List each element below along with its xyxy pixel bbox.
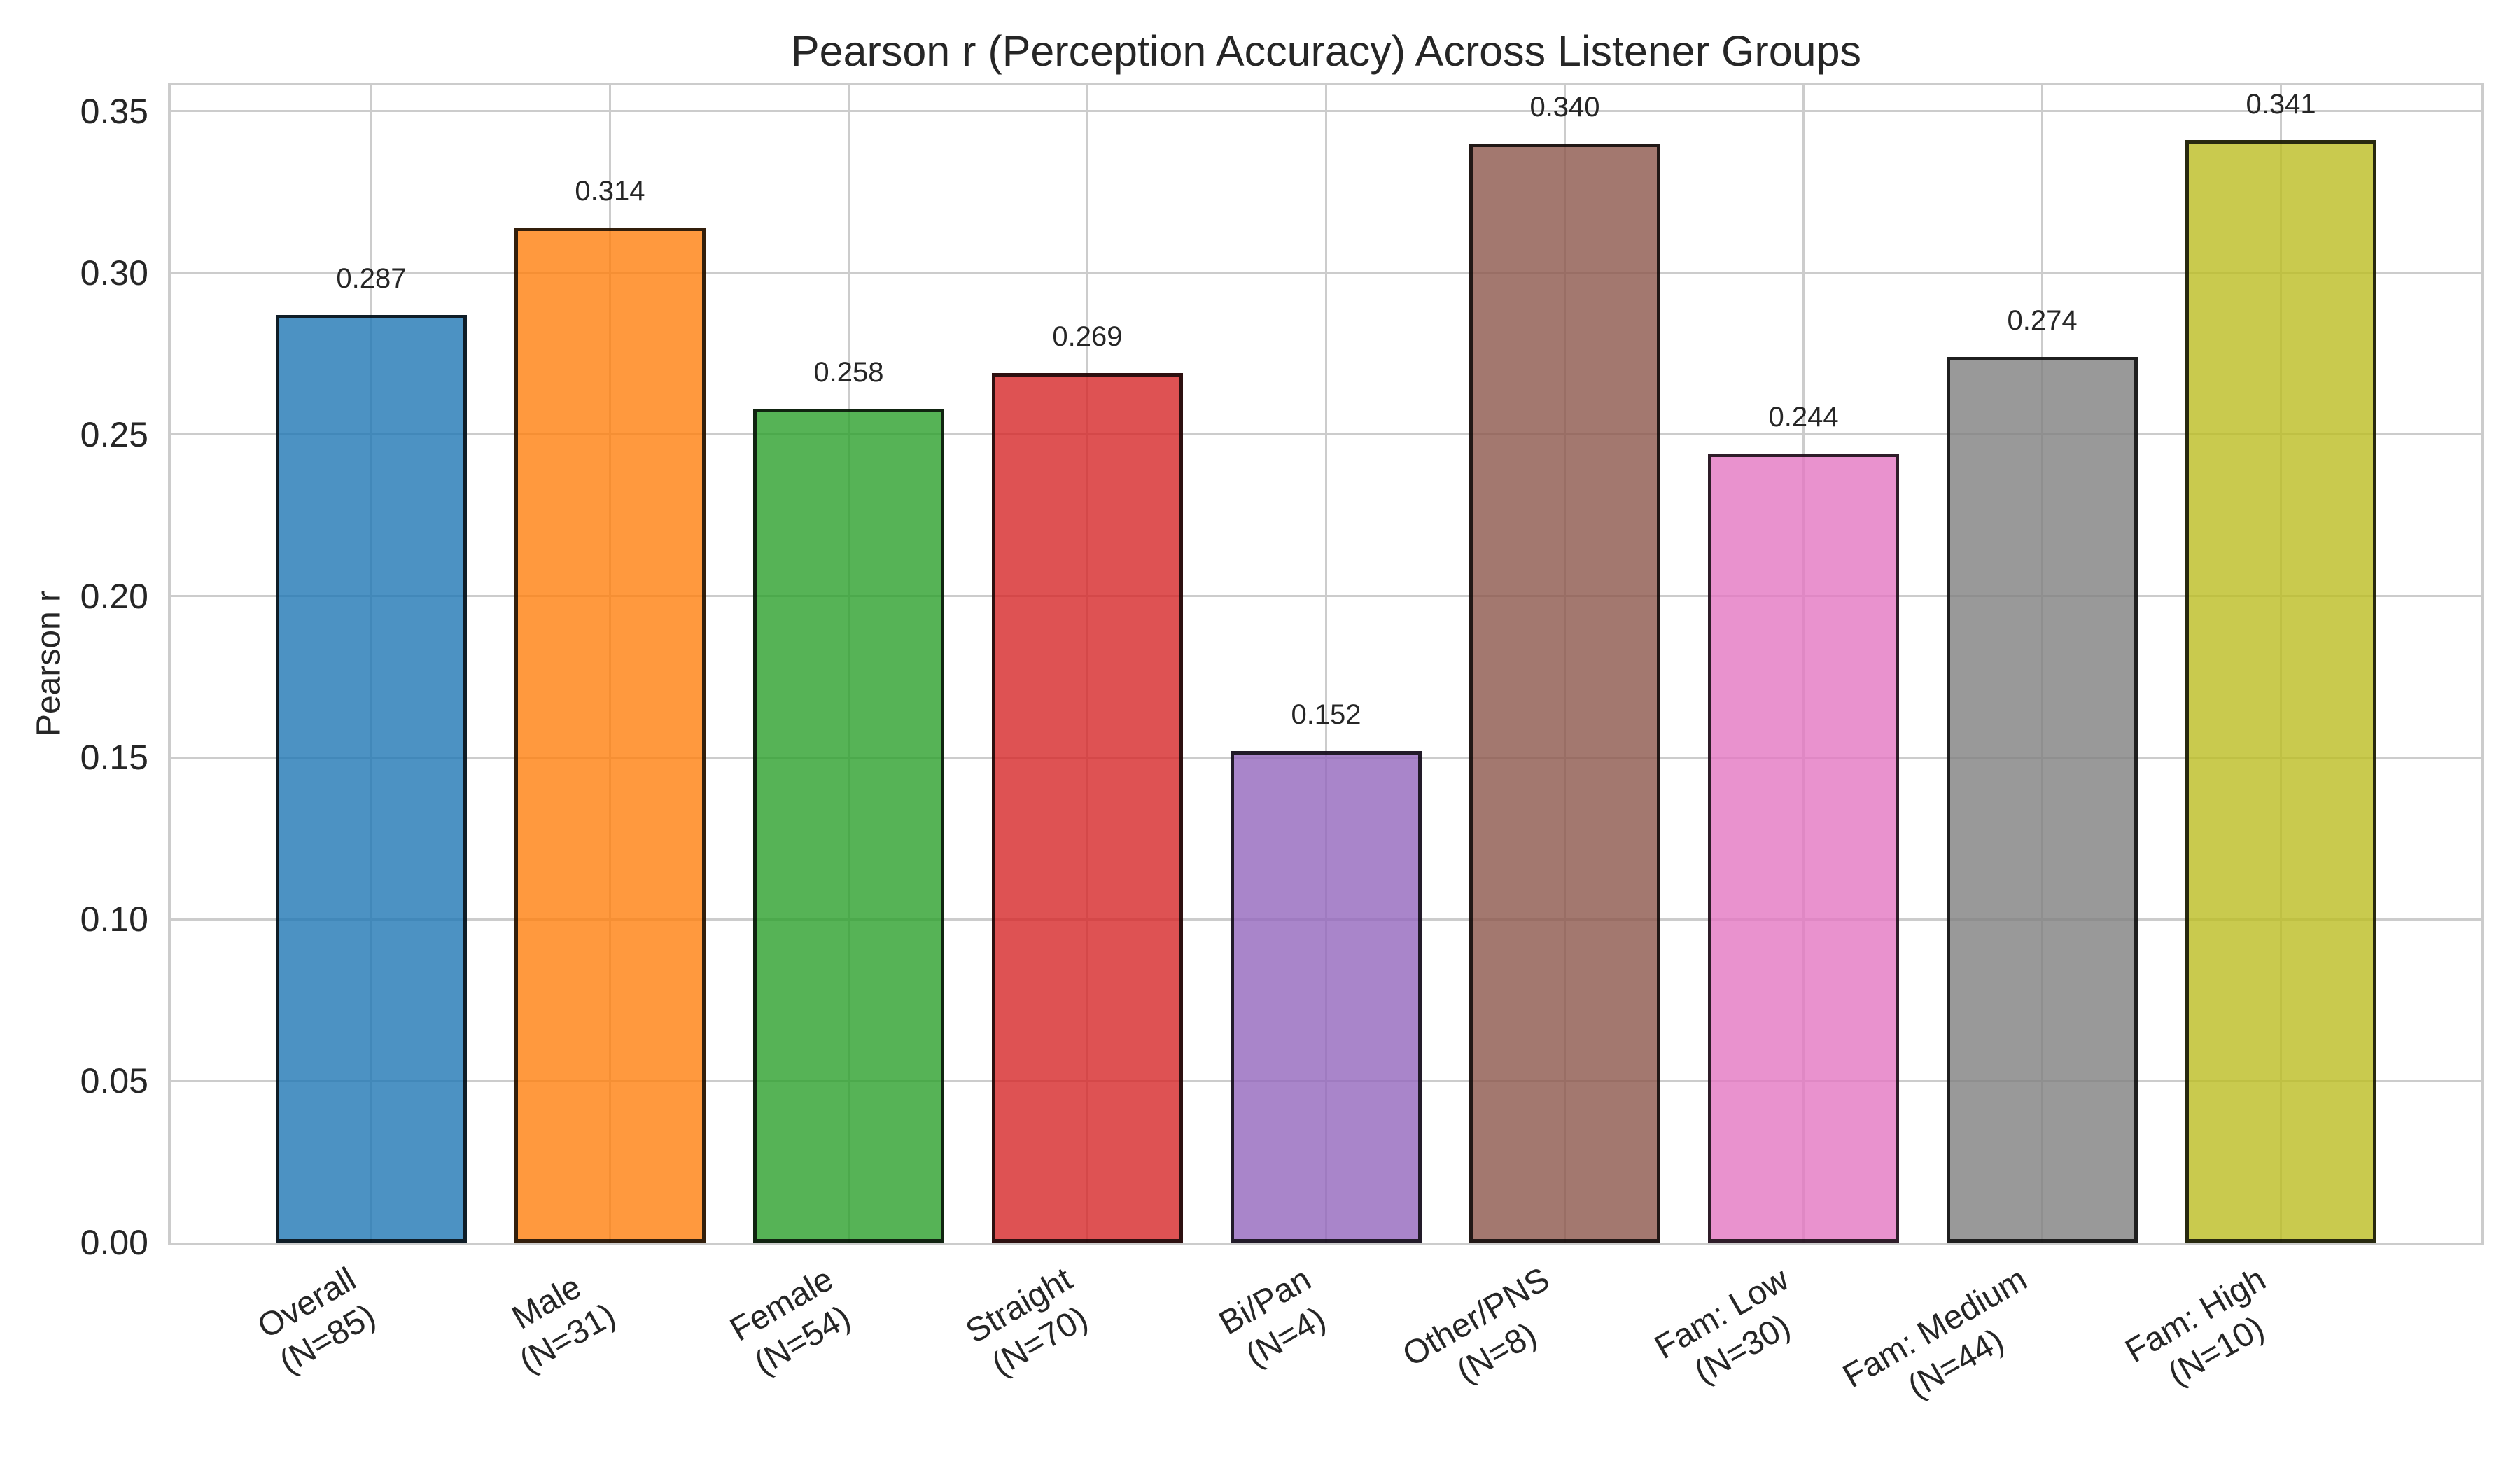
bar-value-label: 0.314 bbox=[575, 176, 645, 207]
y-axis-label: Pearson r bbox=[30, 590, 68, 737]
y-tick-label: 0.10 bbox=[80, 899, 148, 939]
x-tick-label: Female (N=54) bbox=[724, 1260, 858, 1382]
bar bbox=[1231, 751, 1422, 1242]
bar bbox=[992, 372, 1183, 1242]
bar bbox=[1708, 454, 1899, 1242]
x-tick-label: Male (N=31) bbox=[506, 1268, 622, 1380]
y-tick-label: 0.25 bbox=[80, 414, 148, 454]
bar bbox=[753, 408, 944, 1242]
y-tick-label: 0.30 bbox=[80, 253, 148, 293]
bar bbox=[514, 227, 706, 1242]
x-tick-label: Fam: Low (N=30) bbox=[1648, 1260, 1797, 1392]
bar-value-label: 0.258 bbox=[813, 356, 884, 388]
bar-value-label: 0.269 bbox=[1052, 321, 1123, 352]
bar bbox=[1469, 144, 1660, 1242]
bar bbox=[1947, 356, 2138, 1242]
x-tick-label: Bi/Pan (N=4) bbox=[1213, 1260, 1332, 1375]
x-tick-label: Straight (N=70) bbox=[960, 1260, 1094, 1383]
x-tick-label: Fam: High (N=10) bbox=[2119, 1260, 2273, 1393]
y-tick-label: 0.20 bbox=[80, 576, 148, 616]
y-tick-label: 0.15 bbox=[80, 738, 148, 778]
y-tick-label: 0.35 bbox=[80, 91, 148, 131]
x-gridline bbox=[1325, 85, 1327, 1242]
bar-value-label: 0.341 bbox=[2246, 88, 2316, 120]
y-tick-label: 0.05 bbox=[80, 1061, 148, 1101]
bar-value-label: 0.274 bbox=[2007, 304, 2078, 336]
y-tick-label: 0.00 bbox=[80, 1223, 148, 1262]
x-tick-label: Overall (N=85) bbox=[251, 1260, 382, 1381]
bar-value-label: 0.244 bbox=[1768, 402, 1839, 433]
bar-value-label: 0.287 bbox=[336, 262, 407, 294]
bar bbox=[2185, 140, 2376, 1242]
x-tick-label: Fam: Medium (N=44) bbox=[1837, 1260, 2034, 1406]
chart-title: Pearson r (Perception Accuracy) Across L… bbox=[790, 27, 1862, 75]
bar-value-label: 0.340 bbox=[1530, 92, 1600, 123]
bar bbox=[276, 314, 467, 1242]
bar-value-label: 0.152 bbox=[1291, 699, 1362, 731]
x-tick-label: Other/PNS (N=8) bbox=[1396, 1260, 1557, 1390]
